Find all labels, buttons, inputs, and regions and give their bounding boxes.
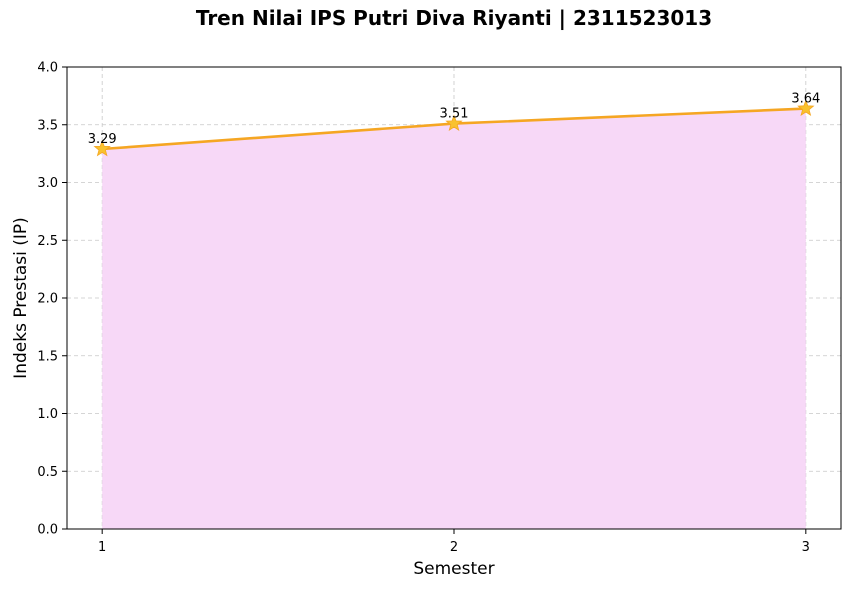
data-label: 3.51: [440, 107, 469, 122]
x-tick-label: 2: [450, 540, 458, 555]
star-marker: [445, 114, 463, 131]
y-tick-label: 2.5: [37, 234, 58, 249]
y-axis-label: Indeks Prestasi (IP): [11, 217, 31, 379]
x-axis-ticks: 1 2 3: [98, 529, 810, 555]
star-marker: [797, 99, 815, 116]
chart-title: Tren Nilai IPS Putri Diva Riyanti | 2311…: [196, 6, 712, 30]
y-tick-label: 3.0: [37, 176, 58, 191]
area-fill: [102, 108, 806, 529]
data-label: 3.64: [791, 92, 820, 107]
y-tick-label: 2.0: [37, 292, 58, 307]
y-tick-label: 3.5: [37, 118, 58, 133]
y-axis-ticks: 0.0 0.5 1.0 1.5 2.0 2.5 3.0 3.5 4.0: [37, 61, 67, 538]
area-fill-group: [102, 108, 806, 529]
star-marker: [93, 139, 111, 157]
y-tick-label: 0.0: [37, 523, 58, 538]
data-label: 3.29: [88, 132, 117, 147]
y-tick-label: 1.0: [37, 407, 58, 422]
data-label-group: 3.29 3.51 3.64: [88, 92, 821, 147]
marker-group: [93, 99, 815, 157]
y-tick-label: 4.0: [37, 61, 58, 76]
x-tick-label: 1: [98, 540, 106, 555]
y-tick-label: 1.5: [37, 349, 58, 364]
x-tick-label: 3: [802, 540, 810, 555]
x-axis-label: Semester: [413, 559, 494, 579]
y-tick-label: 0.5: [37, 465, 58, 480]
